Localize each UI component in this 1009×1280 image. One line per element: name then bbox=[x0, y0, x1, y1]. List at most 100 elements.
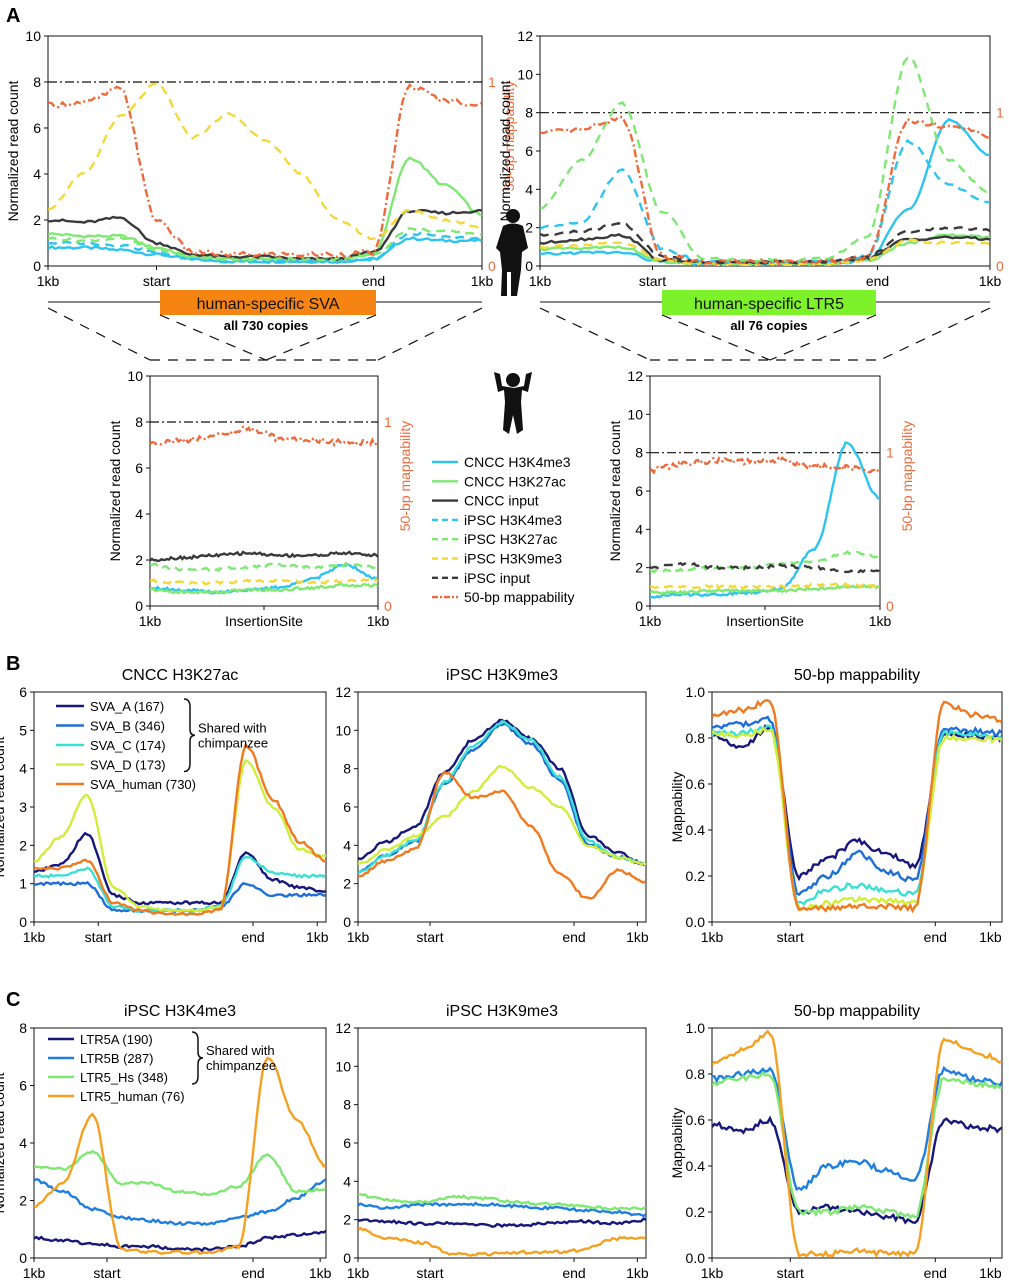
x-tick-label: 1kb bbox=[626, 1265, 649, 1280]
y-tick-label: 2 bbox=[343, 876, 351, 892]
series-line bbox=[34, 831, 326, 906]
y-tick-label: 4 bbox=[343, 1173, 351, 1189]
y-tick-label: 0 bbox=[19, 914, 27, 930]
chart-C-ipsc-h3k4me3: 0 2 4 6 8 1kb start end 1kb Normalized read count… bbox=[0, 1003, 332, 1280]
y-tick-label: 0.0 bbox=[686, 1250, 706, 1266]
y-tick-label: 10 bbox=[127, 368, 143, 384]
y-tick-label: 1.0 bbox=[686, 684, 706, 700]
x-tick-label: 1kb bbox=[306, 929, 329, 945]
plot-frame bbox=[149, 375, 379, 607]
series-line bbox=[48, 227, 482, 262]
y-tick-label: 0.4 bbox=[686, 1158, 706, 1174]
y2-axis-label: 50-bp mappability bbox=[899, 421, 915, 532]
y-axis-label: Mappability bbox=[669, 1108, 685, 1179]
y2-tick-label: 0 bbox=[488, 258, 496, 274]
series-line bbox=[540, 238, 990, 266]
x-tick-label: 1kb bbox=[701, 929, 724, 945]
y-tick-label: 12 bbox=[335, 1020, 351, 1036]
series-line bbox=[540, 138, 990, 265]
series-line bbox=[34, 855, 326, 914]
x-tick-label: start bbox=[777, 1265, 804, 1280]
legend-panel-c: LTR5A (190) LTR5B (287) LTR5_Hs (348) LTR5_… bbox=[48, 1031, 276, 1104]
y-tick-label: 4 bbox=[33, 166, 41, 182]
y2-tick-label: 1 bbox=[886, 445, 894, 461]
chart-title: iPSC H3K9me3 bbox=[446, 667, 558, 684]
series-line bbox=[34, 1229, 326, 1253]
y-tick-label: 1 bbox=[19, 876, 27, 892]
x-tick-label: 1kb bbox=[701, 1265, 724, 1280]
x-tick-label: end bbox=[924, 1265, 947, 1280]
legend-entry: SVA_human (730) bbox=[90, 777, 196, 792]
series-line bbox=[650, 550, 880, 574]
y-tick-label: 8 bbox=[343, 761, 351, 777]
y-tick-label: 12 bbox=[335, 684, 351, 700]
y-tick-label: 6 bbox=[343, 1135, 351, 1151]
sva-copies-label: all 730 copies bbox=[224, 318, 309, 333]
y-tick-label: 3 bbox=[19, 799, 27, 815]
series-line bbox=[358, 764, 646, 866]
y-tick-label: 8 bbox=[635, 445, 643, 461]
y-axis-label: Mappability bbox=[669, 772, 685, 843]
series-line bbox=[540, 117, 990, 266]
y-tick-label: 8 bbox=[343, 1097, 351, 1113]
y-tick-label: 10 bbox=[335, 722, 351, 738]
x-tick-label: end bbox=[362, 273, 385, 289]
ltr-copies-label: all 76 copies bbox=[730, 318, 807, 333]
legend-entry: 50-bp mappability bbox=[464, 589, 575, 605]
x-tick-label: end bbox=[241, 1265, 264, 1280]
legend-entry: LTR5_Hs (348) bbox=[80, 1070, 168, 1085]
chimp-label: chimpanzee bbox=[198, 735, 268, 750]
y-tick-label: 6 bbox=[19, 684, 27, 700]
y-tick-label: 2 bbox=[343, 1212, 351, 1228]
legend-entry: SVA_C (174) bbox=[90, 738, 166, 753]
series-line bbox=[48, 231, 482, 264]
y-tick-label: 6 bbox=[135, 460, 143, 476]
y-tick-label: 8 bbox=[19, 1020, 27, 1036]
series-line bbox=[650, 583, 880, 597]
x-tick-label: end bbox=[562, 1265, 585, 1280]
shared-bracket bbox=[183, 698, 196, 773]
x-tick-label: InsertionSite bbox=[726, 613, 804, 629]
series-line bbox=[358, 1193, 646, 1211]
series-line bbox=[358, 1201, 646, 1218]
y-tick-label: 8 bbox=[525, 105, 533, 121]
ltr-element-label: human-specific LTR5 bbox=[694, 296, 844, 313]
chart-title: iPSC H3K9me3 bbox=[446, 1003, 558, 1020]
plot-frame bbox=[711, 691, 1003, 923]
y2-tick-label: 1 bbox=[996, 105, 1004, 121]
series-line bbox=[540, 56, 990, 263]
panel-label-b: B bbox=[6, 653, 20, 675]
y-tick-label: 6 bbox=[525, 143, 533, 159]
legend-panel-a: CNCC H3K4me3 CNCC H3K27ac CNCC input iPSC H… bbox=[432, 454, 575, 605]
legend-entry: SVA_D (173) bbox=[90, 758, 166, 773]
y2-axis-label: 50-bp mappability bbox=[501, 81, 517, 192]
y-tick-label: 4 bbox=[19, 1135, 27, 1151]
y-tick-label: 8 bbox=[135, 414, 143, 430]
ltr-zoom-lines bbox=[539, 307, 991, 361]
y-tick-label: 2 bbox=[19, 1193, 27, 1209]
y-tick-label: 4 bbox=[135, 506, 143, 522]
y-tick-label: 1.0 bbox=[686, 1020, 706, 1036]
chimp-label: chimpanzee bbox=[206, 1058, 276, 1073]
y-tick-label: 2 bbox=[33, 212, 41, 228]
legend-entry: CNCC H3K27ac bbox=[464, 473, 566, 489]
shared-bracket bbox=[191, 1031, 204, 1085]
chart-title: 50-bp mappability bbox=[794, 1003, 920, 1020]
x-tick-label: start bbox=[777, 929, 804, 945]
x-tick-label: 1kb bbox=[309, 1265, 332, 1280]
y-axis-label: Normalized read count bbox=[607, 420, 623, 561]
x-tick-label: 1kb bbox=[979, 1265, 1002, 1280]
x-tick-label: start bbox=[416, 1265, 443, 1280]
chimpanzee-silhouette-icon bbox=[494, 372, 532, 434]
sva-element-label: human-specific SVA bbox=[197, 296, 340, 313]
x-tick-label: start bbox=[639, 273, 666, 289]
y-tick-label: 2 bbox=[19, 837, 27, 853]
y-tick-label: 0.2 bbox=[686, 1204, 706, 1220]
y2-axis-label: 50-bp mappability bbox=[397, 421, 413, 532]
legend-entry: LTR5_human (76) bbox=[80, 1089, 185, 1104]
plot-frame bbox=[47, 35, 483, 267]
series-line bbox=[48, 82, 482, 241]
x-tick-label: start bbox=[143, 273, 170, 289]
x-tick-label: 1kb bbox=[347, 929, 370, 945]
